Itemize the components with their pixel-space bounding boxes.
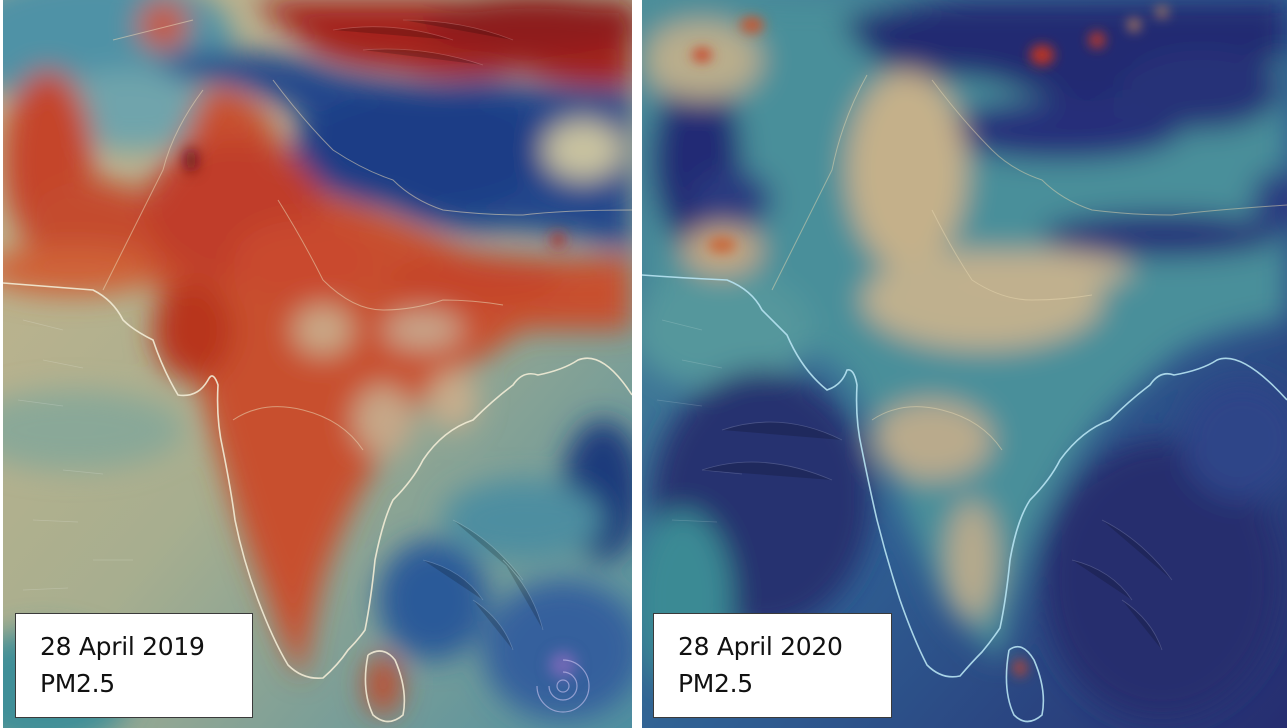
label-date-2019: 28 April 2019 [40,632,205,661]
wind-streaks [17,19,544,651]
pm25-map-2020: 28 April 2020 PM2.5 [642,0,1287,728]
pm25-heatmap-2020 [642,0,1287,728]
label-box-2019: 28 April 2019 PM2.5 [15,613,253,718]
panel-divider [632,0,642,728]
cyclone-swirl [536,659,590,713]
pm25-map-2019: 28 April 2019 PM2.5 [3,0,632,728]
borders [102,19,632,451]
label-pollutant-2020: PM2.5 [678,669,753,698]
coastline [3,282,632,723]
label-pollutant-2019: PM2.5 [40,669,115,698]
label-box-2020: 28 April 2020 PM2.5 [653,613,892,718]
borders [771,74,1287,451]
label-date-2020: 28 April 2020 [678,632,843,661]
wind-streaks [656,319,1173,651]
coastline [642,274,1287,723]
